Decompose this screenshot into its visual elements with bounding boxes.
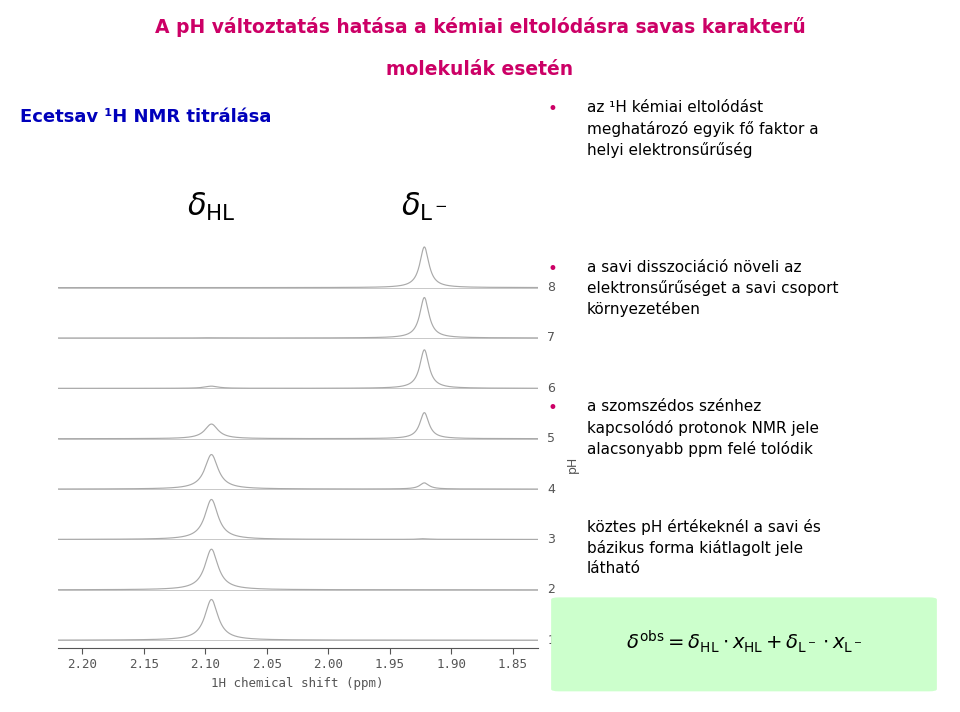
Text: 3: 3 [547, 533, 555, 546]
Text: a savi disszociáció növeli az
elektronsűrűséget a savi csoport
környezetében: a savi disszociáció növeli az elektronsű… [587, 260, 838, 318]
Text: az ¹H kémiai eltolódást
meghatározó egyik fő faktor a
helyi elektronsűrűség: az ¹H kémiai eltolódást meghatározó egyi… [587, 100, 818, 158]
X-axis label: 1H chemical shift (ppm): 1H chemical shift (ppm) [211, 677, 384, 690]
Text: a szomszédos szénhez
kapcsolódó protonok NMR jele
alacsonyabb ppm felé tolódik: a szomszédos szénhez kapcsolódó protonok… [587, 399, 819, 457]
Text: $\delta^{\mathrm{obs}} = \delta_{\mathrm{HL}} \cdot x_{\mathrm{HL}} + \delta_{\m: $\delta^{\mathrm{obs}} = \delta_{\mathrm… [626, 629, 862, 656]
Text: Ecetsav ¹H NMR titrálása: Ecetsav ¹H NMR titrálása [20, 108, 272, 127]
Text: 7: 7 [547, 332, 555, 345]
Text: 8: 8 [547, 281, 555, 294]
FancyBboxPatch shape [551, 597, 937, 691]
Text: 5: 5 [547, 432, 555, 445]
Text: köztes pH értékeknél a savi és
bázikus forma kiátlagolt jele
látható: köztes pH értékeknél a savi és bázikus f… [587, 519, 821, 576]
Text: 2: 2 [547, 583, 555, 597]
Text: A pH változtatás hatása a kémiai eltolódásra savas karakterű: A pH változtatás hatása a kémiai eltolód… [155, 17, 805, 37]
Text: 6: 6 [547, 382, 555, 395]
Text: pH: pH [565, 455, 579, 473]
Text: 4: 4 [547, 483, 555, 496]
Text: $\delta_{\rm L^-}$: $\delta_{\rm L^-}$ [401, 190, 447, 223]
Text: •: • [547, 399, 557, 417]
Text: 1: 1 [547, 634, 555, 646]
Text: molekulák esetén: molekulák esetén [387, 60, 573, 79]
Text: •: • [547, 100, 557, 118]
Text: •: • [547, 260, 557, 278]
Text: $\delta_{\rm HL}$: $\delta_{\rm HL}$ [187, 190, 236, 223]
